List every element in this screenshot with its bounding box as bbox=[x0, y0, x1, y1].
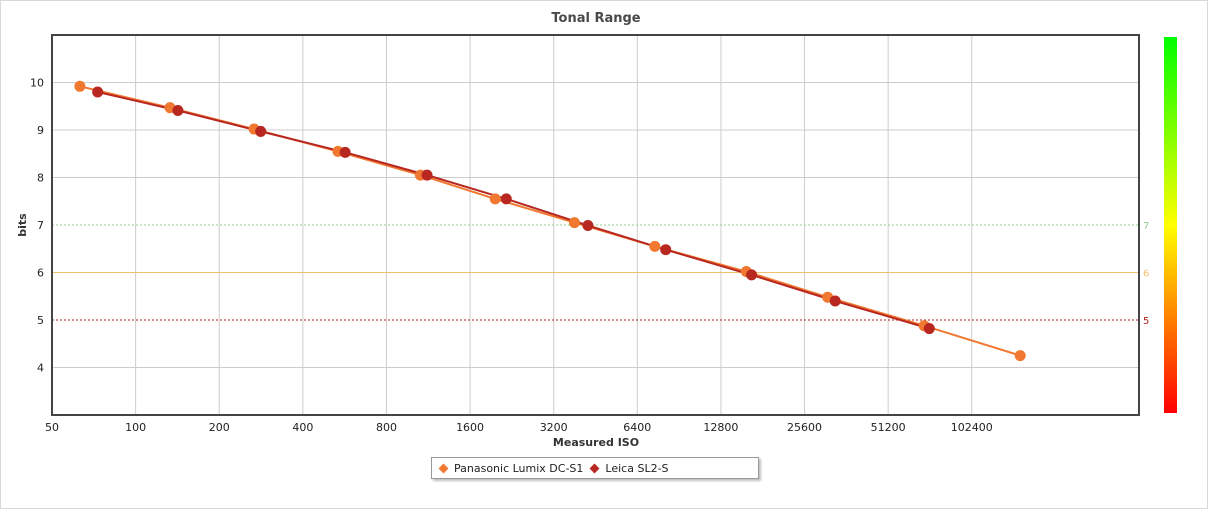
data-point[interactable] bbox=[582, 219, 594, 231]
x-tick-label: 400 bbox=[292, 421, 313, 434]
y-axis-ticks: 4 5 6 7 8 9 10 bbox=[30, 77, 44, 375]
data-point[interactable] bbox=[1014, 350, 1026, 362]
data-point[interactable] bbox=[923, 323, 935, 335]
legend-item-leica[interactable]: Leica SL2-S bbox=[589, 461, 669, 475]
data-point[interactable] bbox=[255, 125, 267, 137]
reference-line-label: 5 bbox=[1143, 316, 1149, 327]
x-tick-label: 51200 bbox=[871, 421, 906, 434]
x-tick-label: 800 bbox=[376, 421, 397, 434]
y-tick-label: 6 bbox=[37, 267, 44, 280]
series-line bbox=[79, 85, 1021, 357]
legend: Panasonic Lumix DC-S1 Leica SL2-S bbox=[431, 457, 759, 479]
data-point[interactable] bbox=[568, 217, 580, 229]
reference-line-label: 7 bbox=[1143, 221, 1149, 232]
x-axis-label: Measured ISO bbox=[553, 436, 639, 449]
y-tick-label: 5 bbox=[37, 314, 44, 327]
data-point[interactable] bbox=[74, 80, 86, 92]
y-tick-label: 10 bbox=[30, 77, 44, 90]
chart-title: Tonal Range bbox=[551, 11, 640, 26]
x-tick-label: 6400 bbox=[623, 421, 651, 434]
x-axis-ticks: 50 100 200 400 800 1600 3200 6400 12800 25600 5120… bbox=[45, 421, 993, 434]
data-point[interactable] bbox=[92, 86, 104, 98]
y-tick-label: 8 bbox=[37, 172, 44, 185]
grid-lines bbox=[51, 35, 1139, 415]
x-tick-label: 102400 bbox=[951, 421, 993, 434]
data-point[interactable] bbox=[746, 269, 758, 281]
plot-area-border bbox=[51, 34, 1140, 416]
y-axis-label: bits bbox=[16, 213, 29, 237]
data-point[interactable] bbox=[172, 105, 184, 117]
legend-label-leica: Leica SL2-S bbox=[605, 461, 669, 475]
x-tick-label: 12800 bbox=[703, 421, 738, 434]
x-tick-label: 100 bbox=[125, 421, 146, 434]
x-tick-label: 25600 bbox=[787, 421, 822, 434]
legend-marker-panasonic bbox=[438, 463, 449, 473]
series-layer bbox=[74, 80, 1026, 362]
data-point[interactable] bbox=[421, 169, 433, 181]
x-tick-label: 1600 bbox=[456, 421, 484, 434]
y-tick-label: 9 bbox=[37, 124, 44, 137]
y-tick-label: 7 bbox=[37, 219, 44, 232]
legend-label-panasonic: Panasonic Lumix DC-S1 bbox=[454, 461, 584, 475]
x-tick-label: 50 bbox=[45, 421, 59, 434]
color-scale-bar bbox=[1164, 37, 1177, 413]
data-point[interactable] bbox=[500, 193, 512, 205]
data-point[interactable] bbox=[339, 146, 351, 158]
data-point[interactable] bbox=[489, 193, 501, 205]
y-tick-label: 4 bbox=[37, 362, 44, 375]
data-point[interactable] bbox=[829, 295, 841, 307]
data-point[interactable] bbox=[649, 240, 661, 252]
reference-lines: 7 6 5 bbox=[52, 221, 1149, 327]
x-tick-label: 3200 bbox=[540, 421, 568, 434]
x-tick-label: 200 bbox=[209, 421, 230, 434]
reference-line-label: 6 bbox=[1143, 269, 1149, 280]
legend-item-panasonic[interactable]: Panasonic Lumix DC-S1 bbox=[438, 462, 583, 475]
legend-marker-leica bbox=[589, 463, 600, 473]
data-point[interactable] bbox=[660, 244, 672, 256]
